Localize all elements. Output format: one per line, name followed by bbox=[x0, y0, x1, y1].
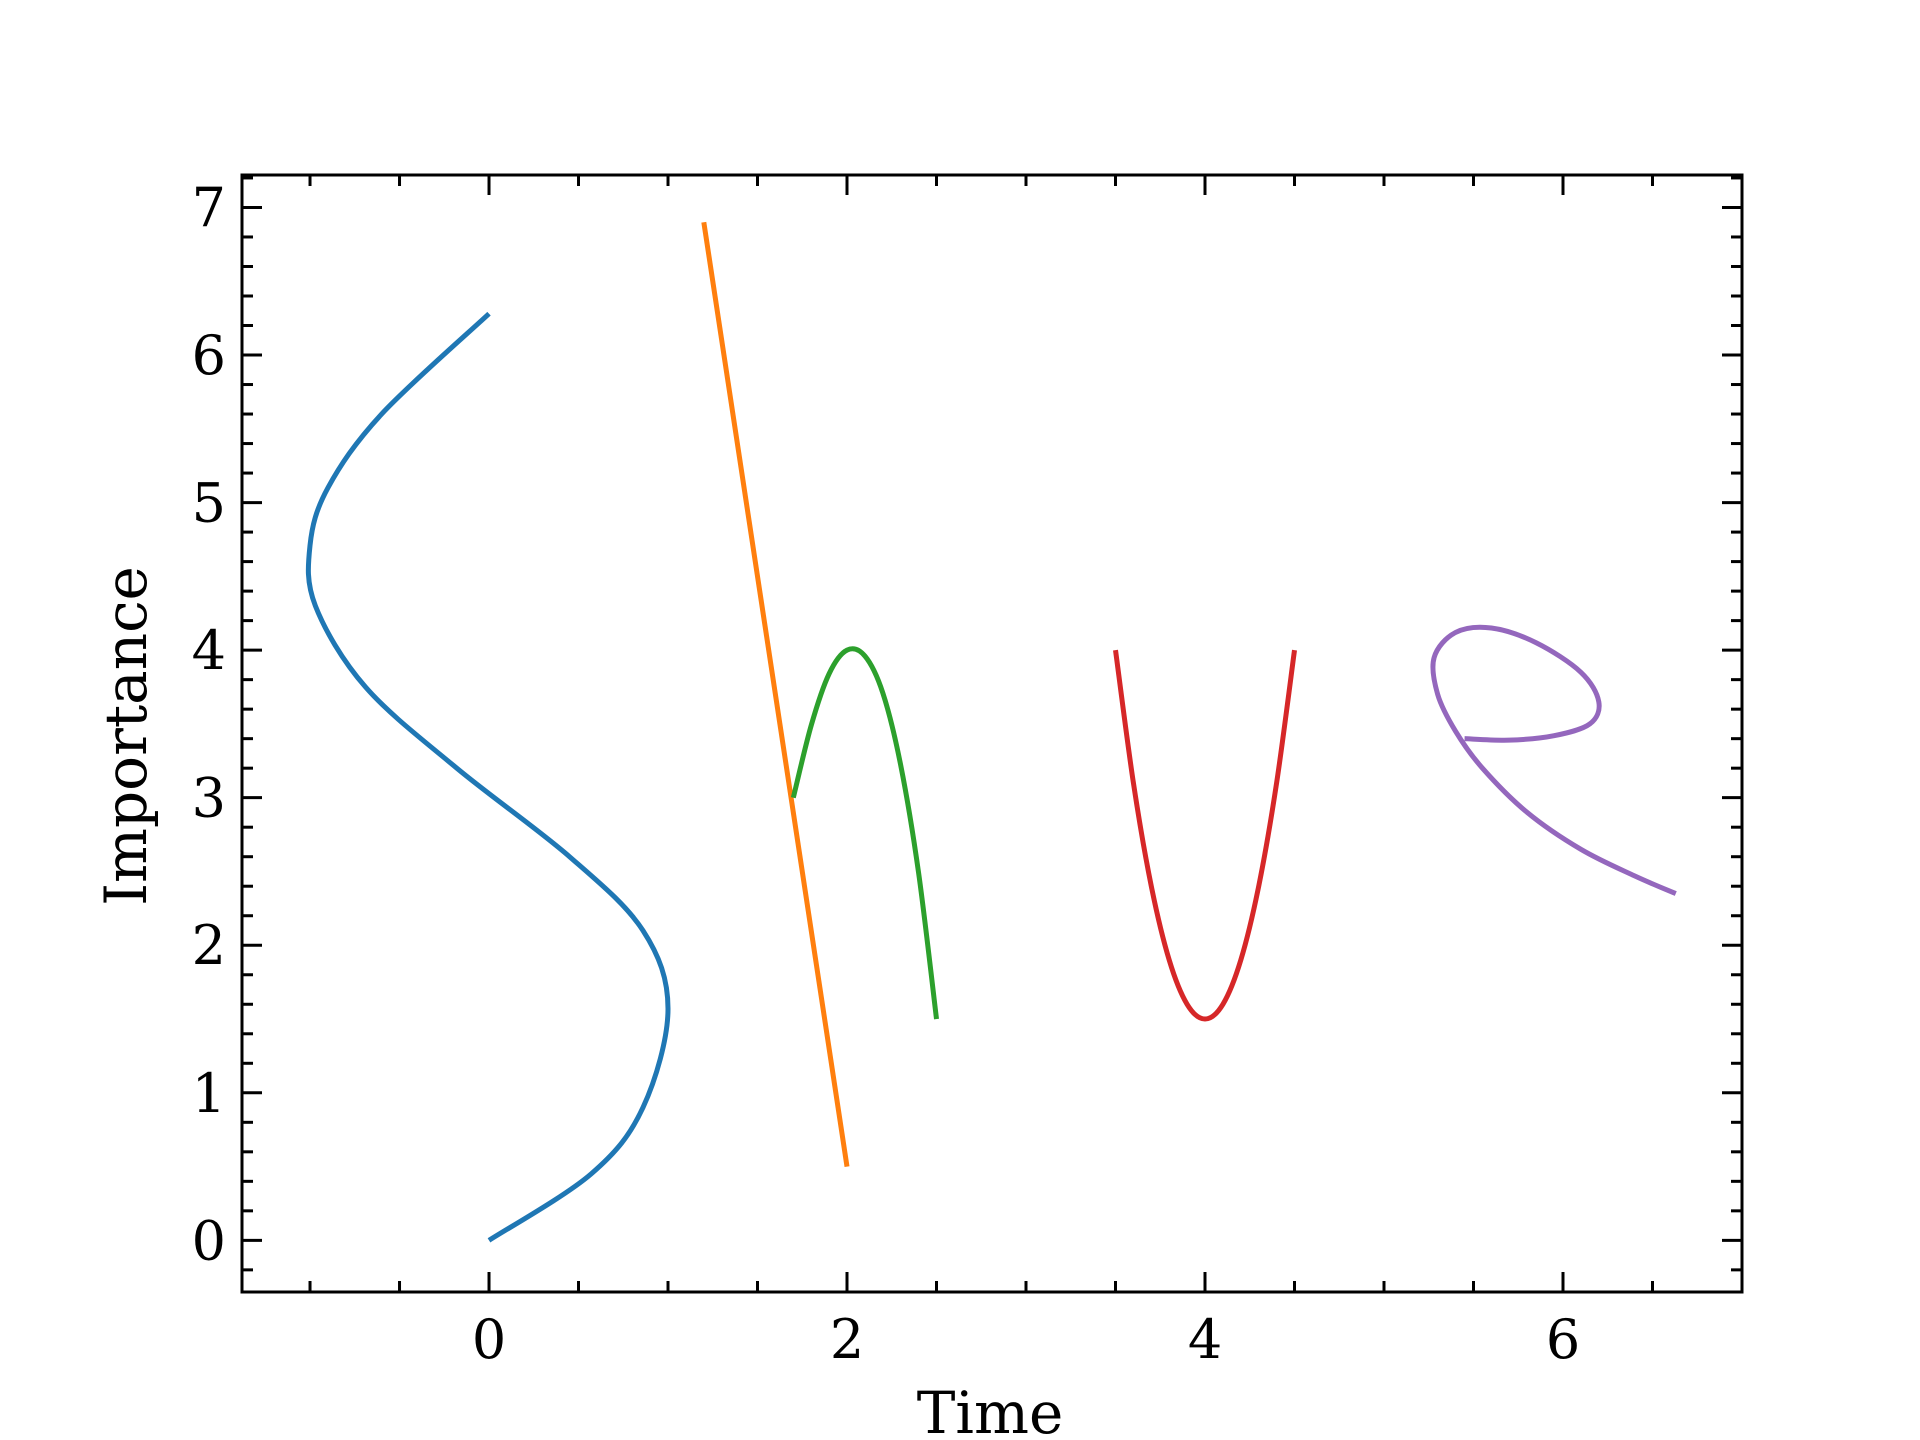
y-axis-label: Importance bbox=[92, 566, 160, 906]
x-axis-label: Time bbox=[917, 1379, 1064, 1440]
y-tick-label: 7 bbox=[192, 176, 226, 239]
series-layer bbox=[305, 221, 1677, 1243]
series-line-5 bbox=[1430, 624, 1677, 896]
tick-label-layer: 0 2 4 6 0 1 2 3 4 5 6 7 bbox=[192, 176, 1581, 1371]
series-line-2 bbox=[701, 221, 850, 1167]
series-line-1 bbox=[305, 311, 671, 1243]
y-tick-label: 1 bbox=[192, 1062, 226, 1125]
y-tick-label: 0 bbox=[192, 1209, 226, 1272]
y-tick-label: 4 bbox=[192, 619, 226, 682]
x-tick-label: 2 bbox=[830, 1308, 864, 1371]
plot-frame bbox=[240, 173, 1744, 1294]
y-tick-label: 3 bbox=[192, 767, 226, 830]
y-tick-label: 5 bbox=[192, 472, 226, 535]
tick-layer bbox=[242, 175, 1744, 1292]
x-tick-label: 4 bbox=[1188, 1308, 1222, 1371]
y-tick-label: 6 bbox=[192, 324, 226, 387]
y-tick-label: 2 bbox=[192, 914, 226, 977]
x-tick-label: 6 bbox=[1546, 1308, 1580, 1371]
series-line-3 bbox=[790, 646, 939, 1020]
x-tick-label: 0 bbox=[472, 1308, 506, 1371]
series-line-4 bbox=[1113, 649, 1297, 1022]
